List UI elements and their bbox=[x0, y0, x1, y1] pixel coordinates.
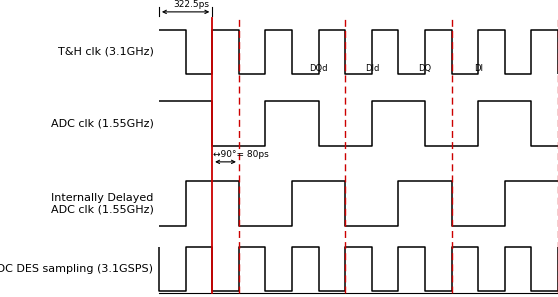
Text: ADC clk (1.55GHz): ADC clk (1.55GHz) bbox=[51, 118, 153, 128]
Text: DI: DI bbox=[474, 64, 483, 73]
Text: T&H clk (3.1GHz): T&H clk (3.1GHz) bbox=[57, 47, 153, 57]
Text: ADC DES sampling (3.1GSPS): ADC DES sampling (3.1GSPS) bbox=[0, 264, 153, 274]
Text: DId: DId bbox=[364, 64, 379, 73]
Text: Internally Delayed
ADC clk (1.55GHz): Internally Delayed ADC clk (1.55GHz) bbox=[51, 193, 153, 214]
Text: 322.5ps: 322.5ps bbox=[173, 0, 209, 9]
Text: DQ: DQ bbox=[418, 64, 431, 73]
Text: ↔90°= 80ps: ↔90°= 80ps bbox=[213, 150, 269, 159]
Text: DQd: DQd bbox=[309, 64, 328, 73]
